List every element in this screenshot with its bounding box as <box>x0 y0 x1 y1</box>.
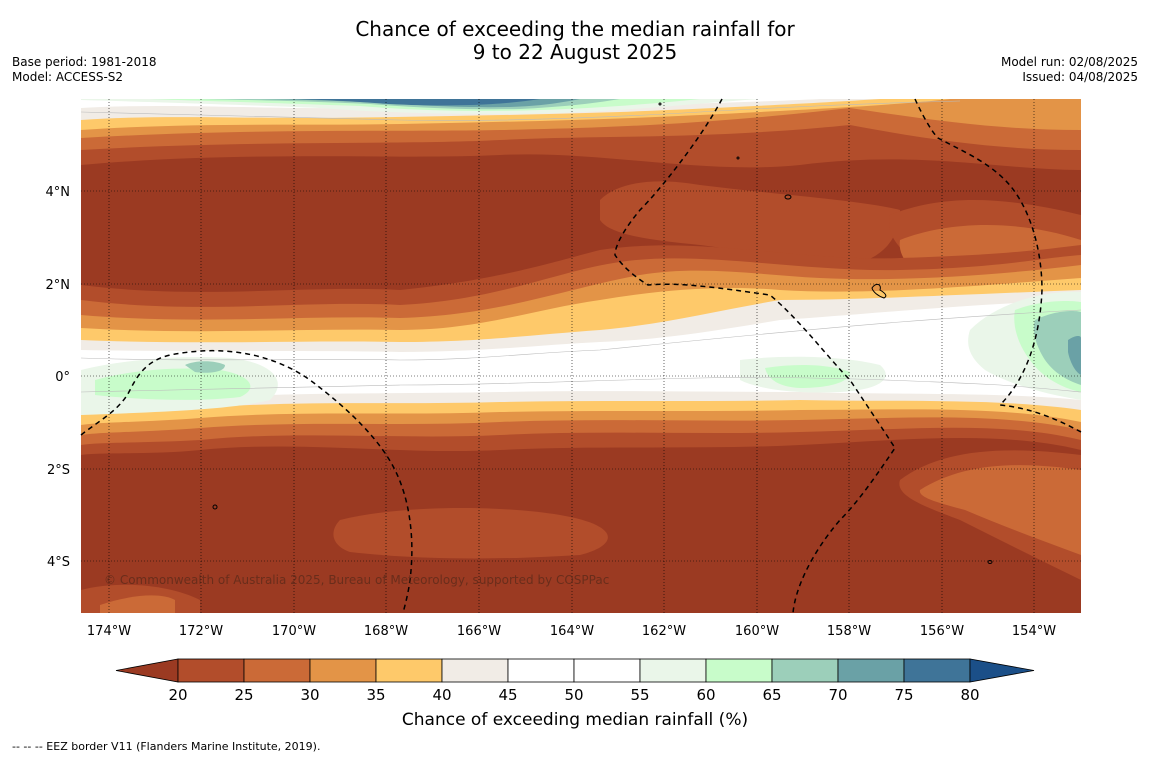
rainfall-map: © Commonwealth of Australia 2025, Bureau… <box>46 98 1082 704</box>
colorbar-tick-label: 80 <box>960 686 979 704</box>
colorbar-tick-label: 75 <box>894 686 913 704</box>
lon-label: 174°W <box>87 624 131 639</box>
colorbar-tick-label: 50 <box>564 686 583 704</box>
islands <box>212 102 993 564</box>
map-title: Chance of exceeding the median rainfall … <box>0 18 1150 64</box>
colorbar-segment <box>639 658 707 683</box>
southeast-dry-25 <box>919 465 1081 555</box>
lat-label: 4°N <box>46 185 71 200</box>
east-wet-70 <box>1033 310 1081 385</box>
colorbar-segment <box>903 658 971 683</box>
colorbar-segment <box>771 658 839 683</box>
lat-label: 2°N <box>46 278 71 293</box>
colorbar-segment <box>375 658 443 683</box>
colorbar-tick-label: 55 <box>630 686 649 704</box>
lon-label: 172°W <box>179 624 223 639</box>
colorbar-tick-label: 30 <box>300 686 319 704</box>
lon-label: 168°W <box>364 624 408 639</box>
central-wet-65 <box>765 364 850 388</box>
colorbar-extend-high <box>969 658 1035 683</box>
model-run: Model run: 02/08/2025 <box>1000 55 1138 69</box>
lat-label: 0° <box>55 370 70 385</box>
eez-footnote: -- -- -- EEZ border V11 (Flanders Marine… <box>12 740 321 753</box>
title-line-2: 9 to 22 August 2025 <box>472 40 678 64</box>
central-dry-20 <box>600 181 900 265</box>
colorbar-segment <box>705 658 773 683</box>
west-wet-65 <box>95 368 251 400</box>
lon-label: 160°W <box>735 624 779 639</box>
colorbar-tick-label: 35 <box>366 686 385 704</box>
colorbar-segment <box>243 658 311 683</box>
colorbar-segment <box>573 658 641 683</box>
lon-label: 162°W <box>642 624 686 639</box>
lon-label: 164°W <box>550 624 594 639</box>
copyright-text: © Commonwealth of Australia 2025, Bureau… <box>104 573 609 587</box>
metadata-right: Model run: 02/08/2025 Issued: 04/08/2025 <box>1001 55 1138 85</box>
colorbar-tick-label: 60 <box>696 686 715 704</box>
east-wet-75 <box>1068 335 1081 375</box>
colorbar-segment <box>507 658 575 683</box>
colorbar-tick-label: 65 <box>762 686 781 704</box>
colorbar-title: Chance of exceeding median rainfall (%) <box>401 710 749 730</box>
colorbar-segment <box>177 658 245 683</box>
colorbar-tick-label: 25 <box>234 686 253 704</box>
west-wet-70 <box>185 361 225 373</box>
metadata-left: Base period: 1981-2018 Model: ACCESS-S2 <box>12 55 157 85</box>
southwest-dry-25 <box>100 595 175 613</box>
lon-label: 158°W <box>827 624 871 639</box>
title-line-1: Chance of exceeding the median rainfall … <box>355 17 795 41</box>
colorbar-segment <box>441 658 509 683</box>
colorbar-segment <box>837 658 905 683</box>
south-dry-20 <box>333 508 608 559</box>
colorbar-tick-label: 45 <box>498 686 517 704</box>
lon-label: 154°W <box>1012 624 1056 639</box>
lon-label: 170°W <box>272 624 316 639</box>
colorbar-extend-low <box>115 658 179 683</box>
colorbar-tick-label: 20 <box>168 686 187 704</box>
lat-label: 2°S <box>47 463 70 478</box>
longitude-labels: 174°W 172°W 170°W 168°W 166°W 164°W 162°… <box>87 624 1056 639</box>
map-field <box>81 99 1081 613</box>
colorbar-segment <box>309 658 377 683</box>
issued-date: Issued: 04/08/2025 <box>1022 70 1138 84</box>
colorbar-tick-label: 70 <box>828 686 847 704</box>
eez-borders <box>80 98 1082 614</box>
colorbar-tick-label: 40 <box>432 686 451 704</box>
lon-label: 166°W <box>457 624 501 639</box>
colorbar: 20 25 30 35 40 45 50 55 60 65 70 75 80 <box>115 658 1035 704</box>
base-period: Base period: 1981-2018 <box>12 55 157 69</box>
north-band-80 <box>280 99 540 106</box>
lon-label: 156°W <box>920 624 964 639</box>
lat-label: 4°S <box>47 555 70 570</box>
model-name: Model: ACCESS-S2 <box>12 70 124 84</box>
latitude-labels: 4°N 2°N 0° 2°S 4°S <box>46 185 71 570</box>
